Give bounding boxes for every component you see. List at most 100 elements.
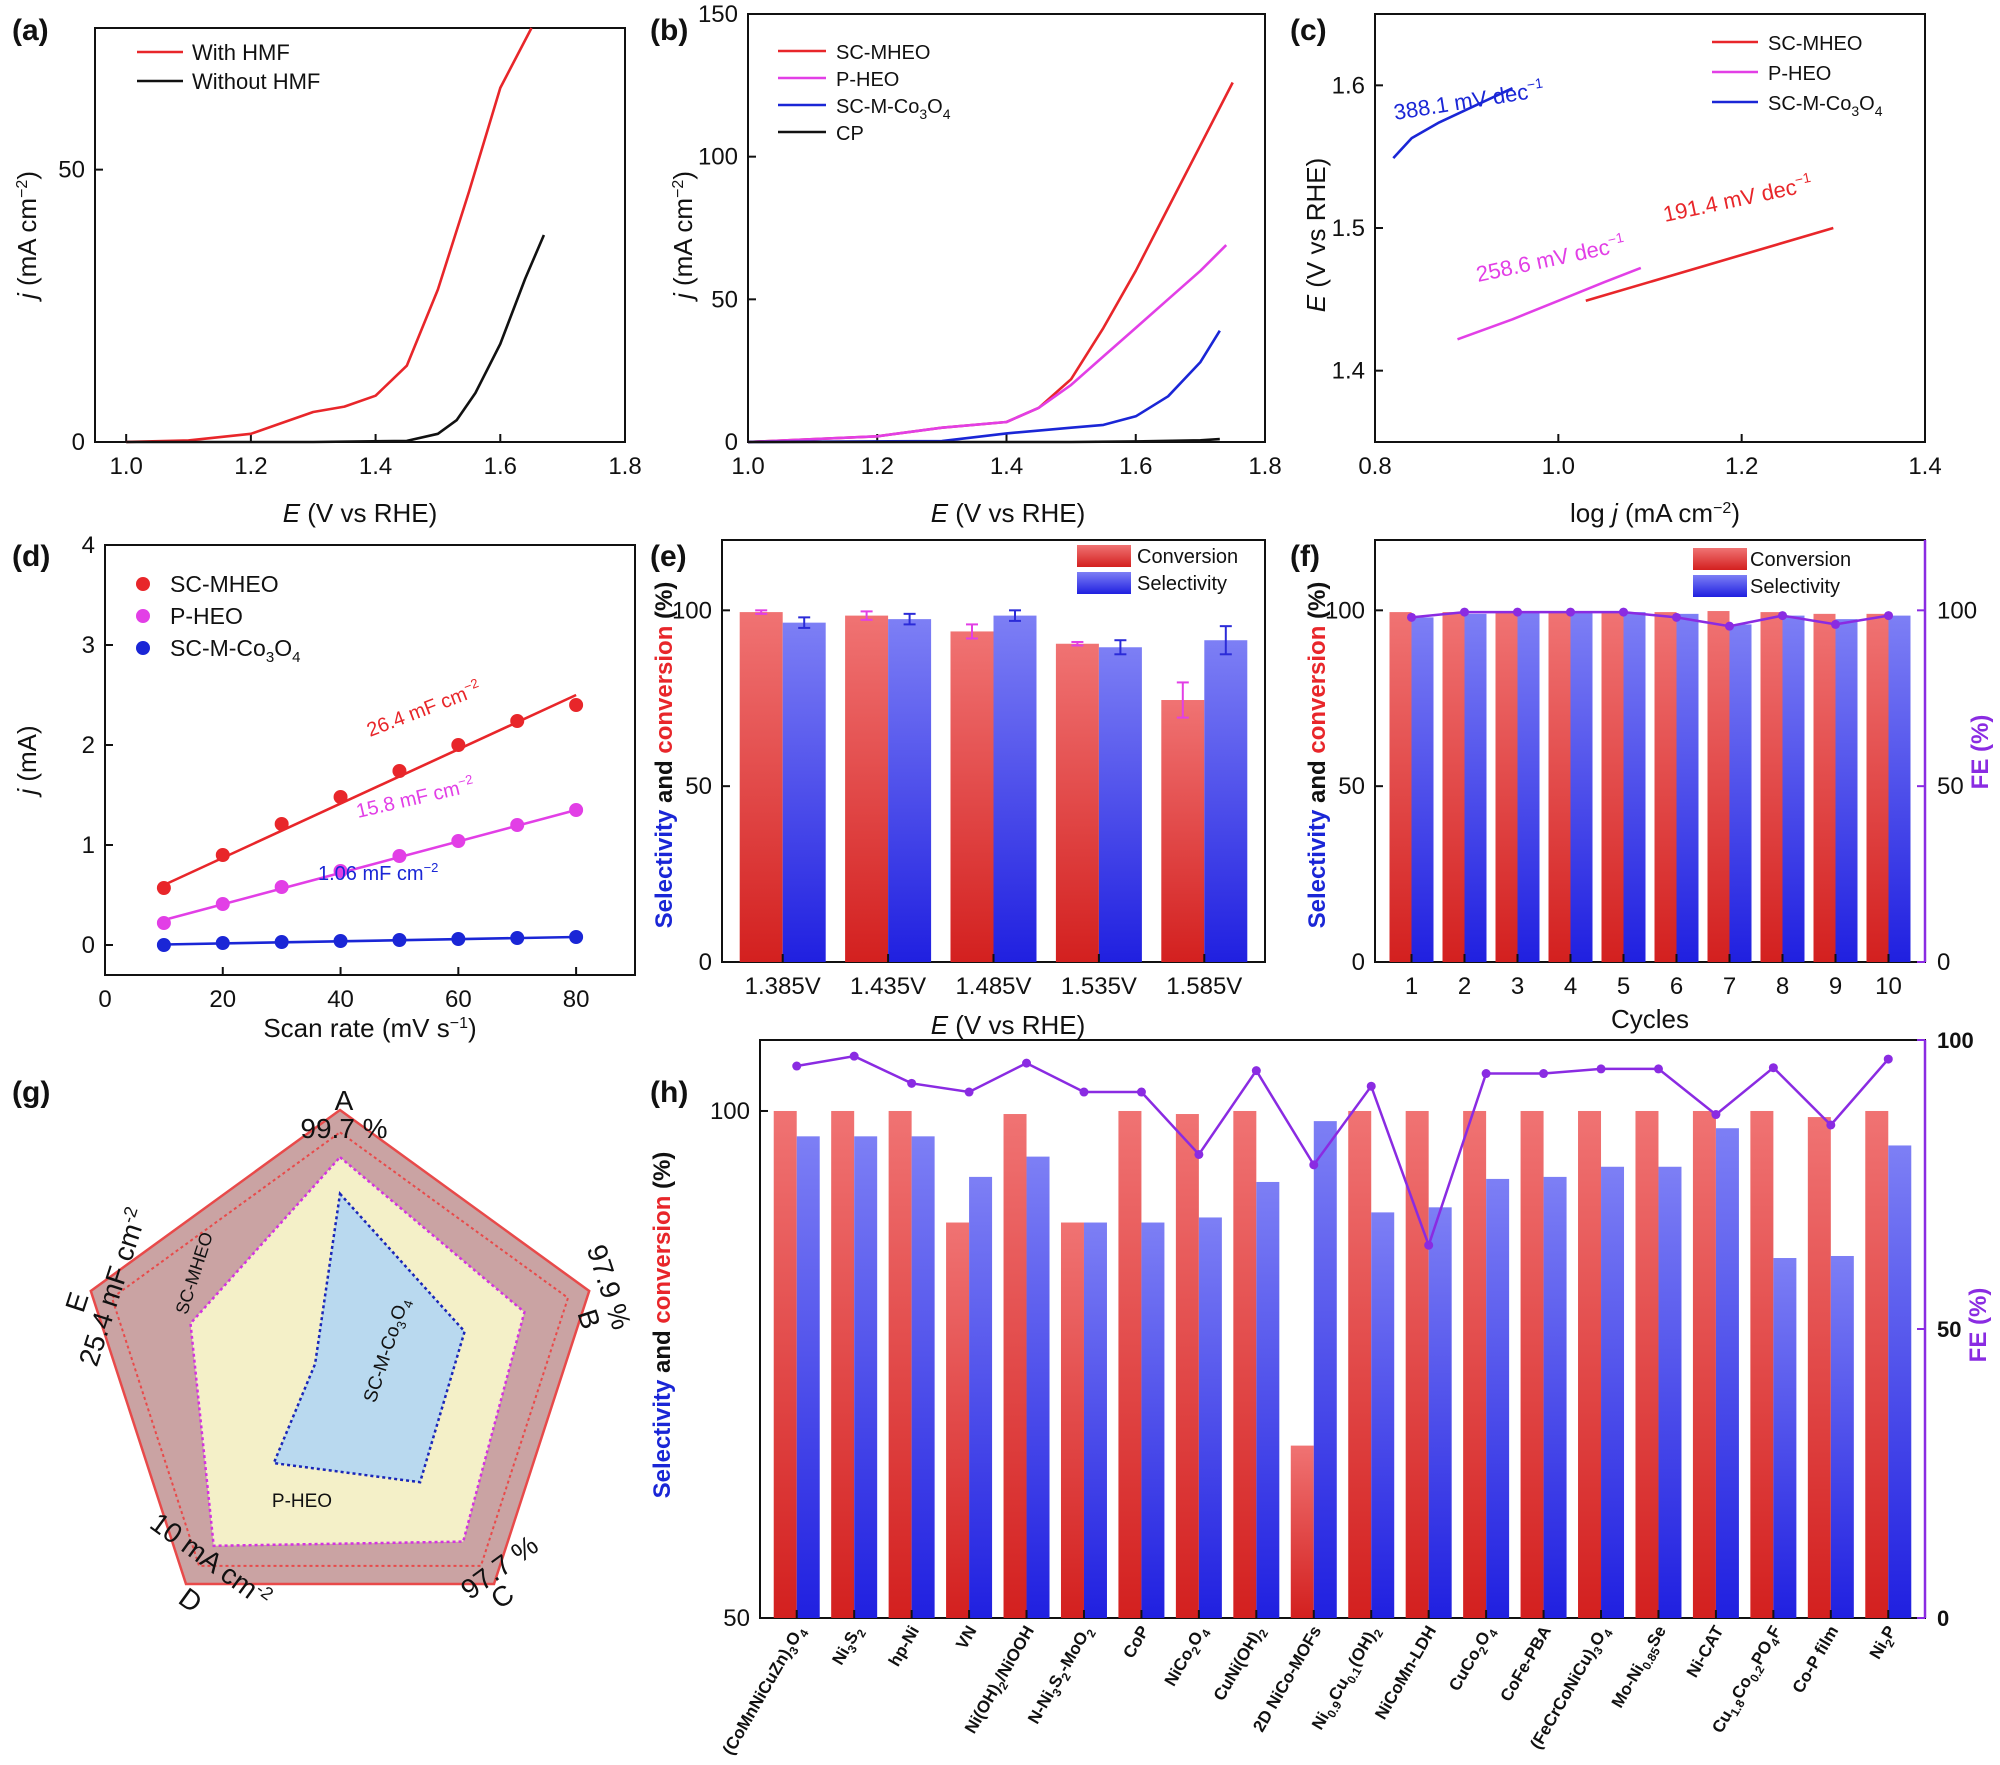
x-tick-label: 1.4 [359, 453, 392, 480]
category-label: Ni2P [1866, 1623, 1903, 1665]
x-tick-label: 1.8 [608, 453, 641, 480]
text-span: Mo-Ni [1608, 1661, 1648, 1711]
data-point [392, 933, 407, 947]
data-point [451, 738, 466, 752]
x-axis-label-a: E (V vs RHE) [283, 498, 438, 528]
x-tick-label: 8 [1776, 973, 1789, 1000]
text-span: −1 [1793, 169, 1812, 188]
y-tick-label: 50 [711, 286, 738, 313]
text-span: 26.4 mF cm [364, 683, 470, 741]
bar-conversion [1807, 1117, 1831, 1618]
text-span: (%) [651, 582, 678, 626]
text-span: P [1878, 1623, 1900, 1642]
bar-conversion [1750, 1110, 1774, 1618]
bar-selectivity [1517, 612, 1540, 962]
bar-selectivity [1464, 613, 1487, 962]
fe-point [1653, 1064, 1663, 1074]
fe-point [1672, 612, 1681, 622]
legend-label: Selectivity [1750, 576, 1840, 598]
y-tick-label: 100 [1325, 597, 1365, 624]
text-span: conversion [649, 1196, 676, 1324]
series-line-sc-m-co3o4 [747, 330, 1221, 444]
text-span: j [12, 292, 42, 302]
bar-selectivity [1098, 647, 1142, 962]
x-tick-label: 1.8 [1248, 453, 1281, 480]
legend-label: CP [836, 123, 864, 145]
y-tick-label: 1.4 [1332, 358, 1365, 385]
legend-label: Conversion [1137, 546, 1238, 568]
bar-selectivity [1782, 615, 1805, 962]
panel-label-d: (d) [12, 540, 50, 573]
bar-selectivity [1830, 1255, 1854, 1618]
bar-conversion [1405, 1110, 1429, 1618]
text-span: ) [12, 171, 42, 180]
legend-label: P-HEO [1768, 63, 1831, 85]
fe-point [792, 1061, 802, 1071]
x-tick-label: 1.2 [234, 453, 267, 480]
legend-marker [136, 577, 150, 591]
bar-selectivity [1428, 1207, 1452, 1618]
text-span: −2 [1713, 500, 1731, 517]
text-span: (%) [1304, 582, 1331, 626]
fe-point [1768, 1063, 1778, 1073]
y-axis-label-d: j (mA) [12, 725, 42, 797]
category-label: CuCo2O4 [1445, 1622, 1501, 1696]
data-point [333, 790, 348, 804]
text-span: −1 [450, 1015, 468, 1032]
fe-point [1424, 1240, 1434, 1250]
text-span: log [1570, 498, 1612, 528]
series-line-sc-mheo [1585, 226, 1834, 303]
category-label: CoFe-PBA [1497, 1623, 1555, 1705]
text-span: Ni-CAT [1683, 1622, 1728, 1681]
legend-swatch [1077, 572, 1131, 594]
fe-point [1711, 1110, 1721, 1120]
category-label: N-Ni3S2-MoO2 [1024, 1622, 1099, 1729]
fe-point [907, 1078, 917, 1088]
text-span: O [387, 1302, 412, 1323]
x-tick-label: 0.8 [1358, 453, 1391, 480]
x-tick-label: 2 [1458, 973, 1471, 1000]
text-span: (V vs RHE) [948, 1010, 1085, 1040]
bar-selectivity [1026, 1156, 1050, 1618]
y-axis-label-h: Selectivity and conversion (%) [649, 1152, 676, 1499]
data-point [451, 932, 466, 946]
panel-label-g: (g) [12, 1076, 50, 1109]
radar-series-label: P-HEO [272, 1491, 332, 1512]
series-line-sc-m-co3o4 [1392, 87, 1514, 159]
y-tick-label: 50 [58, 157, 85, 184]
bar-selectivity [1773, 1258, 1797, 1618]
data-point [215, 936, 230, 950]
fe-point [849, 1051, 859, 1061]
data-point [274, 935, 289, 949]
fit-line [163, 808, 577, 922]
legend-swatch [1077, 545, 1131, 567]
fe-point [1883, 1054, 1893, 1064]
x-axis-label-c: log j (mA cm−2) [1570, 498, 1740, 528]
text-span: 3 [1851, 103, 1859, 119]
text-span: O [1859, 93, 1875, 115]
text-span: 4 [400, 1298, 417, 1310]
text-span: 191.4 mV dec [1661, 174, 1799, 227]
y-axis-label-f: Selectivity and conversion (%) [1304, 582, 1331, 929]
text-span: CoFe-PBA [1497, 1623, 1555, 1705]
y-tick-label: 50 [1338, 773, 1365, 800]
fe-point [1539, 1069, 1549, 1079]
text-span: −1 [1606, 229, 1625, 248]
x-tick-label: 1.6 [484, 453, 517, 480]
bar-selectivity [1543, 1176, 1567, 1618]
x-tick-label: 1.385V [745, 973, 821, 1000]
x-axis-label-b: E (V vs RHE) [931, 498, 1086, 528]
data-point [156, 938, 171, 952]
text-span: and [1304, 754, 1331, 810]
legend-label: Selectivity [1137, 573, 1227, 595]
slope-label: 191.4 mV dec−1 [1660, 169, 1814, 227]
text-span: P-HEO [1768, 63, 1831, 85]
legend-label: P-HEO [170, 603, 243, 629]
bar-selectivity [1570, 612, 1593, 962]
x-tick-label: 1.6 [1119, 453, 1152, 480]
bar-selectivity [1313, 1121, 1337, 1618]
data-point [569, 803, 584, 817]
data-point [274, 817, 289, 831]
y-tick-label: 50 [723, 1605, 750, 1632]
fe-point [1309, 1160, 1319, 1170]
